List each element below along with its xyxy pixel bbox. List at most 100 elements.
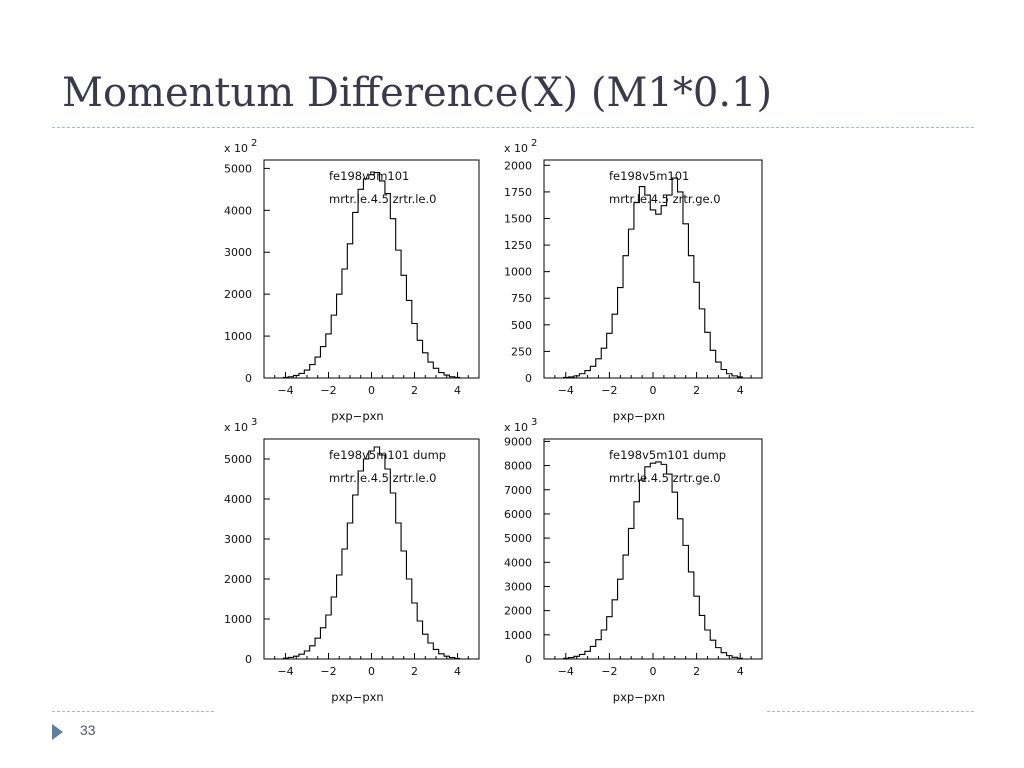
histogram-bar xyxy=(710,350,715,378)
histogram-bar xyxy=(353,495,358,659)
histogram-bar xyxy=(433,368,438,378)
histogram-panel-4: 0 1000 2000 3000 4000 5000 6000 7000 8000 9000 −4 −… xyxy=(504,417,763,704)
x-tick-label: −2 xyxy=(601,665,617,678)
histogram-bar xyxy=(601,348,606,378)
histogram-bar xyxy=(342,549,347,659)
histogram-bar xyxy=(656,462,661,659)
histogram-bar xyxy=(358,189,363,378)
x-tick-label: 2 xyxy=(411,665,418,678)
histogram-bar xyxy=(439,654,444,659)
histogram-run-label: mrtr.le.4.5 zrtr.ge.0 xyxy=(609,471,721,485)
histogram-bar xyxy=(347,244,352,378)
histogram-bar xyxy=(699,309,704,378)
y-tick-label: 0 xyxy=(525,653,532,666)
y-tick-label: 250 xyxy=(511,345,532,358)
histogram-bar xyxy=(585,371,590,378)
histogram-bar xyxy=(585,651,590,659)
histogram-bar xyxy=(299,654,304,659)
histogram-bar xyxy=(678,519,683,659)
histogram-bar xyxy=(337,294,342,378)
histogram-bar xyxy=(579,654,584,659)
histogram-bar xyxy=(590,366,595,378)
histogram-bar xyxy=(579,374,584,378)
histogram-bar xyxy=(688,572,693,659)
histogram-bar xyxy=(607,333,612,378)
y-tick-label: 3000 xyxy=(224,246,252,259)
x-tick-label: −4 xyxy=(277,384,293,397)
histogram-bar xyxy=(406,300,411,378)
histogram-bar xyxy=(401,551,406,659)
y-scale-label: x 10 2 xyxy=(504,138,537,155)
histogram-run-label: mrtr.le.4.5 zrtr.le.0 xyxy=(329,192,436,206)
histogram-bar xyxy=(347,523,352,659)
histogram-bar xyxy=(645,467,650,659)
y-scale-label: x 10 3 xyxy=(224,417,257,434)
histogram-bar xyxy=(439,373,444,378)
histogram-bar xyxy=(639,187,644,378)
x-tick-label: 4 xyxy=(454,384,461,397)
histogram-bar xyxy=(310,365,315,378)
histogram-bar xyxy=(428,643,433,659)
histogram-step-line xyxy=(282,172,461,378)
histogram-bar xyxy=(672,178,677,378)
histogram-bar xyxy=(304,370,309,378)
y-tick-label: 2000 xyxy=(224,573,252,586)
x-tick-label: −2 xyxy=(320,665,336,678)
y-tick-label: 3000 xyxy=(504,580,532,593)
x-tick-label: 0 xyxy=(650,665,657,678)
x-tick-label: −4 xyxy=(558,384,574,397)
histogram-bar xyxy=(672,492,677,659)
histogram-bar xyxy=(390,493,395,659)
histogram-bar xyxy=(320,347,325,378)
histogram-bar xyxy=(634,502,639,659)
histogram-bar xyxy=(412,603,417,659)
x-tick-label: 4 xyxy=(737,665,744,678)
histogram-bar xyxy=(385,194,390,378)
histogram-bar xyxy=(705,332,710,378)
y-tick-label: 2000 xyxy=(504,605,532,618)
histogram-bar xyxy=(618,579,623,659)
histogram-bar xyxy=(688,256,693,378)
histogram-bar xyxy=(433,649,438,659)
histogram-bar xyxy=(694,282,699,378)
histogram-bar xyxy=(406,579,411,659)
y-tick-label: 1000 xyxy=(504,266,532,279)
histogram-run-label: fe198v5m101 dump xyxy=(329,448,446,462)
x-tick-label: 0 xyxy=(368,384,375,397)
histogram-bar xyxy=(385,469,390,659)
histogram-bar xyxy=(667,474,672,659)
histogram-bar xyxy=(628,528,633,659)
histogram-bar xyxy=(358,471,363,659)
y-scale-label: x 10 2 xyxy=(224,138,257,155)
histogram-bar xyxy=(390,219,395,378)
x-tick-label: 2 xyxy=(693,665,700,678)
x-tick-label: 4 xyxy=(737,384,744,397)
histogram-bar xyxy=(612,314,617,378)
x-axis-label: pxp−pxn xyxy=(613,409,665,423)
histogram-bar xyxy=(683,224,688,378)
bottom-divider-right xyxy=(767,711,974,712)
y-tick-label: 1500 xyxy=(504,212,532,225)
y-tick-label: 0 xyxy=(245,653,252,666)
histogram-bar xyxy=(699,615,704,659)
histogram-panel-2: 0 250 500 750 1000 1250 1500 1750 2000 −4 −2 0 2 4 x 1… xyxy=(504,138,763,423)
histogram-step-line xyxy=(282,446,461,659)
y-tick-label: 6000 xyxy=(504,508,532,521)
y-tick-label: 7000 xyxy=(504,484,532,497)
y-tick-label: 1000 xyxy=(224,613,252,626)
x-tick-label: 2 xyxy=(693,384,700,397)
histogram-bar xyxy=(716,362,721,378)
histogram-bar xyxy=(650,210,655,378)
histogram-bar xyxy=(721,653,726,659)
histogram-run-label: fe198v5m101 xyxy=(609,169,689,183)
histogram-run-label: mrtr.le.4.5 zrtr.ge.0 xyxy=(609,192,721,206)
y-tick-label: 5000 xyxy=(224,162,252,175)
histogram-bar xyxy=(628,229,633,378)
y-tick-label: 3000 xyxy=(224,533,252,546)
histogram-bar xyxy=(423,634,428,659)
histogram-run-label: fe198v5m101 xyxy=(329,169,409,183)
slide-marker-icon xyxy=(52,724,63,740)
x-axis-label: pxp−pxn xyxy=(331,690,383,704)
y-tick-label: 4000 xyxy=(504,556,532,569)
histogram-panel-3: 0 1000 2000 3000 4000 5000 −4 −2 0 2 4 x 10 3 fe198v5… xyxy=(224,417,480,704)
